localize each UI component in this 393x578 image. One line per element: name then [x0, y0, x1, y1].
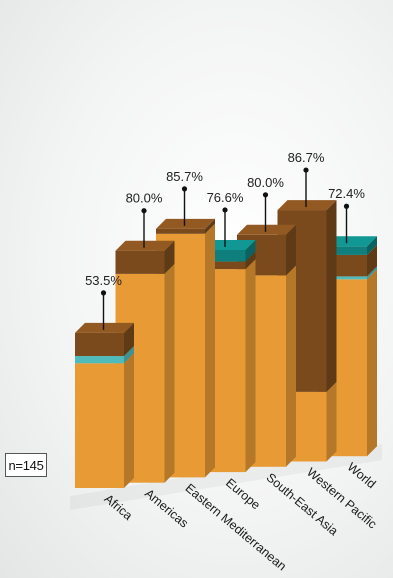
value-pin-head — [343, 203, 350, 209]
data-label: 80.0% — [126, 191, 163, 206]
bar-segment-side — [124, 346, 134, 364]
bar-segment — [115, 250, 165, 274]
category-label: World — [345, 460, 379, 492]
bar-segment-side — [124, 353, 134, 488]
bar-segment — [75, 356, 124, 364]
value-pin-head — [222, 207, 228, 213]
bar-segment-side — [367, 244, 377, 277]
bar-segment-side — [367, 266, 377, 280]
bar-segment-side — [245, 259, 256, 473]
bar-segment-side — [245, 239, 256, 262]
value-pin-head — [181, 186, 188, 192]
value-pin-head — [100, 290, 107, 296]
bar-africa: 53.5% — [75, 273, 134, 488]
bar-segment-side — [367, 236, 377, 255]
data-label: 80.0% — [247, 175, 284, 190]
bar-segment-side — [245, 251, 256, 270]
bar-segment-side — [164, 240, 175, 274]
bar-top-face — [237, 224, 296, 235]
bar-segment — [75, 363, 124, 488]
value-pin-head — [262, 192, 269, 198]
value-pin-head — [141, 208, 147, 214]
bar-segment-side — [326, 200, 337, 392]
bar-top-face — [156, 218, 215, 229]
bar-segment-side — [124, 322, 134, 357]
bar-segment-side — [286, 224, 296, 276]
bar-segment — [196, 261, 246, 270]
data-label: 76.6% — [207, 190, 244, 205]
bar-segment — [196, 249, 246, 262]
bar-segment-side — [205, 218, 215, 234]
sample-size-badge: n=145 — [5, 453, 47, 477]
data-label: 86.7% — [288, 150, 325, 165]
value-pin-head — [303, 167, 309, 173]
bar-segment-side — [367, 269, 377, 457]
bar-segment-side — [205, 223, 215, 478]
bar-segment — [156, 228, 205, 234]
data-label: 85.7% — [166, 169, 203, 184]
bar-segment-side — [286, 265, 296, 467]
bar-segment-side — [164, 263, 175, 483]
data-label: 53.5% — [85, 273, 122, 288]
bar-top-face — [75, 322, 134, 333]
data-label: 72.4% — [328, 186, 365, 201]
bar-segment — [318, 246, 367, 255]
bar-segment — [75, 332, 124, 357]
bar-top-face — [115, 240, 175, 251]
bar-segment — [318, 276, 367, 280]
bar-top-face — [277, 200, 337, 211]
bar-segment-side — [326, 381, 337, 462]
